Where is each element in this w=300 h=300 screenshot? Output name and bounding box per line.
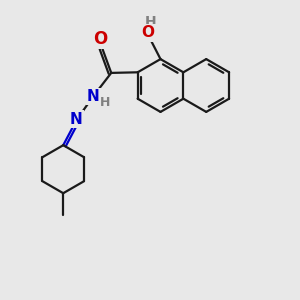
Text: H: H	[100, 96, 110, 110]
Text: N: N	[70, 112, 83, 127]
Text: H: H	[145, 15, 156, 29]
Text: O: O	[94, 30, 108, 48]
Text: O: O	[141, 26, 154, 40]
Text: N: N	[87, 89, 100, 104]
